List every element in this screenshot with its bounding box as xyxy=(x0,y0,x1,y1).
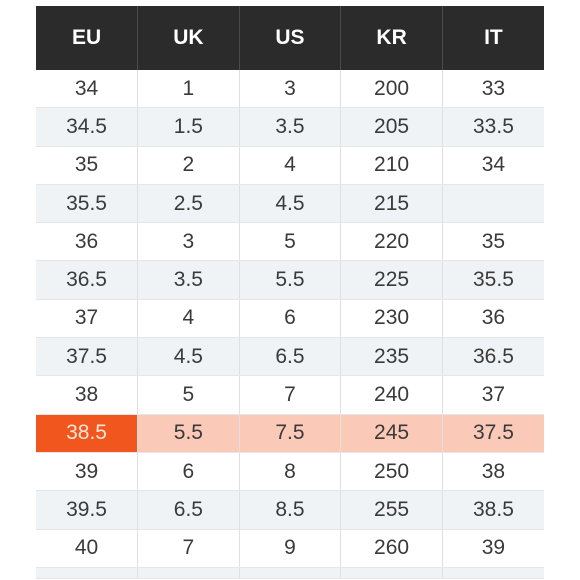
table-cell-eu: 37 xyxy=(36,299,139,339)
table-cell-uk: 3 xyxy=(137,222,240,262)
table-cell-kr: 205 xyxy=(340,107,443,147)
column-header-uk: UK xyxy=(137,6,240,70)
table-row: 34.5 1.5 3.5 205 33.5 xyxy=(36,107,544,147)
table-cell-uk: 2.5 xyxy=(137,184,240,224)
table-cell-it xyxy=(442,184,544,224)
table-row: 35 2 4 210 34 xyxy=(36,146,544,185)
table-cell-eu: 34 xyxy=(36,70,139,109)
table-cell-kr xyxy=(340,567,443,579)
table-cell-eu: 36 xyxy=(36,222,139,262)
table-cell-kr: 210 xyxy=(340,146,443,185)
size-conversion-table: EU UK US KR IT 34 1 3 200 33 34.5 1.5 3.… xyxy=(36,6,544,579)
table-cell-kr: 200 xyxy=(340,70,443,109)
table-cell-it: 35.5 xyxy=(442,260,544,300)
column-header-kr: KR xyxy=(340,6,443,70)
table-cell-uk: 6.5 xyxy=(137,490,240,530)
table-cell-it: 33.5 xyxy=(442,107,544,147)
table-cell-it: 37 xyxy=(442,375,544,415)
table-cell-uk xyxy=(137,567,240,579)
table-row: 34 1 3 200 33 xyxy=(36,70,544,109)
table-cell-us: 7 xyxy=(239,375,342,415)
table-row: 37.5 4.5 6.5 235 36.5 xyxy=(36,337,544,377)
table-cell-kr: 245 xyxy=(340,414,443,453)
table-row: 36.5 3.5 5.5 225 35.5 xyxy=(36,260,544,300)
table-cell-us: 3 xyxy=(239,70,342,109)
table-cell-eu: 35 xyxy=(36,146,139,185)
table-cell-kr: 240 xyxy=(340,375,443,415)
table-cell-uk: 3.5 xyxy=(137,260,240,300)
table-cell-us: 8 xyxy=(239,452,342,492)
table-cell-us: 4.5 xyxy=(239,184,342,224)
table-cell-kr: 250 xyxy=(340,452,443,492)
table-row: 38 5 7 240 37 xyxy=(36,375,544,415)
highlighted-table-row: 38.5 5.5 7.5 245 37.5 xyxy=(36,414,544,453)
table-cell-eu: 34.5 xyxy=(36,107,139,147)
table-cell-us: 7.5 xyxy=(239,414,342,453)
table-cell-uk: 5 xyxy=(137,375,240,415)
table-cell-us: 5 xyxy=(239,222,342,262)
table-cell-uk: 7 xyxy=(137,529,240,568)
table-cell-uk: 5.5 xyxy=(137,414,240,453)
table-cell-eu xyxy=(36,567,139,579)
table-cell-us: 6 xyxy=(239,299,342,339)
table-cell-it: 36 xyxy=(442,299,544,339)
table-cell-uk: 1.5 xyxy=(137,107,240,147)
table-cell-uk: 2 xyxy=(137,146,240,185)
table-cell-it: 34 xyxy=(442,146,544,185)
table-cell-uk: 4 xyxy=(137,299,240,339)
table-cell-it: 33 xyxy=(442,70,544,109)
table-cell-kr: 225 xyxy=(340,260,443,300)
header-row: EU UK US KR IT xyxy=(36,6,544,70)
table-cell-it: 37.5 xyxy=(442,414,544,453)
table-cell-it: 38.5 xyxy=(442,490,544,530)
table-row: 37 4 6 230 36 xyxy=(36,299,544,339)
table-cell-kr: 220 xyxy=(340,222,443,262)
table-cell-eu: 36.5 xyxy=(36,260,139,300)
table-cell-us: 9 xyxy=(239,529,342,568)
table-cell-it: 35 xyxy=(442,222,544,262)
column-header-us: US xyxy=(239,6,342,70)
table-cell-eu: 38 xyxy=(36,375,139,415)
table-cell-us: 4 xyxy=(239,146,342,185)
table-cell-uk: 4.5 xyxy=(137,337,240,377)
table-cell-eu: 39 xyxy=(36,452,139,492)
partial-table-row xyxy=(36,567,544,579)
table-row: 35.5 2.5 4.5 215 xyxy=(36,184,544,224)
table-cell-kr: 215 xyxy=(340,184,443,224)
table-cell-kr: 230 xyxy=(340,299,443,339)
table-cell-kr: 235 xyxy=(340,337,443,377)
table-cell-us: 3.5 xyxy=(239,107,342,147)
column-header-eu: EU xyxy=(36,6,139,70)
table-cell-kr: 255 xyxy=(340,490,443,530)
table-cell-us: 6.5 xyxy=(239,337,342,377)
table-cell-it xyxy=(442,567,544,579)
table-cell-us xyxy=(239,567,342,579)
highlighted-cell-eu: 38.5 xyxy=(36,414,139,453)
table-cell-eu: 37.5 xyxy=(36,337,139,377)
table-cell-uk: 6 xyxy=(137,452,240,492)
table-cell-eu: 35.5 xyxy=(36,184,139,224)
table-cell-it: 39 xyxy=(442,529,544,568)
table-cell-us: 8.5 xyxy=(239,490,342,530)
table-row: 39 6 8 250 38 xyxy=(36,452,544,492)
table-cell-eu: 40 xyxy=(36,529,139,568)
table-row: 36 3 5 220 35 xyxy=(36,222,544,262)
table-row: 39.5 6.5 8.5 255 38.5 xyxy=(36,490,544,530)
column-header-it: IT xyxy=(442,6,544,70)
table-cell-eu: 39.5 xyxy=(36,490,139,530)
table-cell-it: 38 xyxy=(442,452,544,492)
table-cell-kr: 260 xyxy=(340,529,443,568)
table-cell-uk: 1 xyxy=(137,70,240,109)
table-cell-us: 5.5 xyxy=(239,260,342,300)
table-row: 40 7 9 260 39 xyxy=(36,529,544,568)
table-cell-it: 36.5 xyxy=(442,337,544,377)
